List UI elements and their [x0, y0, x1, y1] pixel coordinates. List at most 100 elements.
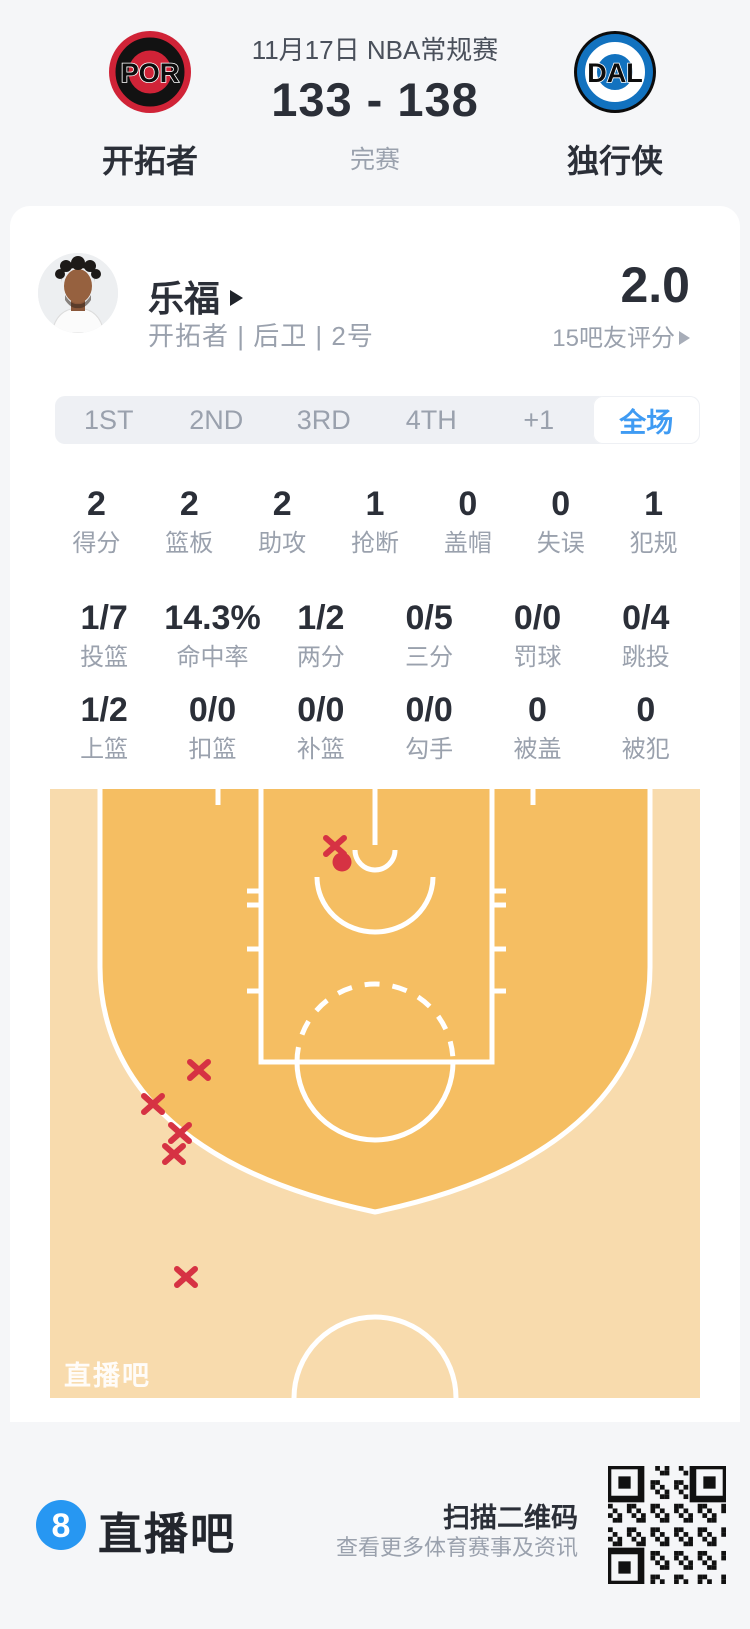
player-meta: 开拓者 | 后卫 | 2号 — [148, 321, 374, 351]
away-team-name[interactable]: 独行侠 — [566, 143, 663, 179]
stat-label: 犯规 — [629, 530, 678, 557]
home-team-name[interactable]: 开拓者 — [101, 143, 198, 179]
qr-title: 扫描二维码 — [443, 1503, 578, 1533]
shot-marks-layer — [141, 835, 352, 1288]
shot-miss-mark — [162, 1143, 186, 1165]
free-throw-circle-solid — [294, 1061, 456, 1143]
shot-miss-mark — [174, 1266, 198, 1288]
game-status: 完赛 — [349, 146, 400, 174]
stat-value: 14.3% — [164, 599, 261, 637]
qr-finder-pattern — [608, 1547, 645, 1584]
stat-value: 0/0 — [513, 599, 562, 637]
paint-lane — [258, 789, 495, 1065]
stat-label: 得分 — [72, 530, 121, 557]
stat-label: 罚球 — [513, 644, 562, 671]
player-detail-arrow-icon — [230, 290, 244, 306]
rating-count-label: 15吧友评分 — [552, 325, 675, 352]
restricted-area-arc — [314, 876, 436, 935]
stat-value: 2 — [86, 485, 106, 523]
stat-cell: 0 被犯 — [592, 688, 700, 766]
shot-miss-mark — [187, 1059, 211, 1081]
stat-cell: 0/0 扣篮 — [158, 688, 266, 766]
stat-label: 抢断 — [351, 530, 399, 557]
stat-cell: 1/2 两分 — [267, 596, 375, 674]
stat-cell: 1 抢断 — [329, 482, 422, 560]
stat-cell: 2 助攻 — [236, 482, 329, 560]
stat-value: 1/2 — [80, 691, 128, 729]
stat-cell: 0 盖帽 — [421, 482, 514, 560]
stat-cell: 0 被盖 — [483, 688, 591, 766]
stat-cell: 14.3% 命中率 — [158, 596, 266, 674]
shot-miss-mark — [168, 1122, 192, 1144]
stat-value: 0/4 — [622, 599, 670, 637]
player-rating: 2.0 — [620, 257, 690, 313]
home-team-logo-icon[interactable]: POR — [108, 30, 192, 114]
stat-cell: 0 失误 — [514, 482, 607, 560]
stat-label: 上篮 — [80, 736, 129, 763]
tab-full[interactable]: 全场 — [592, 396, 700, 444]
player-rating-link[interactable]: 15吧友评分 — [400, 318, 690, 353]
stat-label: 篮板 — [165, 530, 214, 557]
stat-label: 被盖 — [513, 736, 562, 763]
zhibo8-logo-icon: 8 — [36, 1500, 86, 1550]
stat-cell: 0/5 三分 — [375, 596, 483, 674]
stat-value: 0 — [528, 691, 547, 729]
center-circle-arc — [291, 1314, 459, 1398]
tab-3rd[interactable]: 3RD — [296, 404, 351, 435]
stat-cell: 0/4 跳投 — [592, 596, 700, 674]
court-inside-3pt-area — [100, 789, 650, 1212]
stat-value: 0/0 — [405, 691, 453, 729]
stats-row-shooting: 1/7 投篮 14.3% 命中率 1/2 两分 0/5 三分 0/0 罚球 0/4 跳投 — [0, 596, 750, 674]
home-team-abbr: POR — [121, 58, 180, 88]
stat-label: 助攻 — [258, 530, 307, 557]
stat-value: 0/5 — [405, 599, 453, 637]
stat-cell: 0/0 补篮 — [267, 688, 375, 766]
stat-value: 1 — [365, 485, 385, 523]
stats-row-detail: 1/2 上篮 0/0 扣篮 0/0 补篮 0/0 勾手 0 被盖 0 被犯 — [0, 688, 750, 766]
stats-row-basic: 2 得分 2 篮板 2 助攻 1 抢断 0 盖帽 0 失误 1 犯规 — [0, 482, 750, 560]
stat-value: 0 — [636, 691, 656, 729]
stat-value: 1/2 — [297, 599, 345, 637]
tab-ot[interactable]: +1 — [523, 404, 555, 435]
footer-brand: 直播吧 — [98, 1510, 236, 1559]
stat-label: 两分 — [296, 644, 345, 671]
stat-value: 0/0 — [188, 691, 237, 729]
court-lines — [97, 789, 653, 1398]
stat-value: 2 — [272, 485, 292, 523]
away-team-logo-icon[interactable]: DAL — [573, 30, 657, 114]
stat-value: 0/0 — [297, 691, 345, 729]
quarter-tab-bar: 1ST 2ND 3RD 4TH +1 全场 — [55, 396, 700, 444]
stat-cell: 0/0 勾手 — [375, 688, 483, 766]
player-avatar[interactable] — [38, 253, 118, 333]
shot-make-mark — [332, 852, 352, 872]
stat-value: 0 — [551, 485, 571, 523]
stat-label: 被犯 — [621, 736, 670, 763]
qr-code — [608, 1466, 726, 1584]
stat-value: 0 — [458, 485, 478, 523]
stat-label: 失误 — [536, 530, 585, 557]
stat-label: 勾手 — [405, 736, 454, 763]
shot-chart-court — [50, 789, 700, 1398]
tab-1st[interactable]: 1ST — [83, 404, 134, 435]
free-throw-circle-dashed — [294, 981, 456, 1063]
stat-label: 三分 — [405, 644, 454, 671]
qr-finder-pattern — [608, 1466, 645, 1503]
game-score: 133 - 138 — [271, 73, 479, 126]
stat-cell: 1/7 投篮 — [50, 596, 158, 674]
stat-cell: 2 篮板 — [143, 482, 236, 560]
away-team-abbr: DAL — [587, 58, 643, 88]
game-date-title: 11月17日 NBA常规赛 — [251, 35, 499, 65]
player-name: 乐福 — [148, 278, 221, 319]
qr-subtitle: 查看更多体育赛事及资讯 — [335, 1535, 578, 1560]
tab-2nd[interactable]: 2ND — [189, 404, 244, 435]
three-point-line — [97, 789, 653, 1215]
stat-label: 跳投 — [621, 644, 670, 671]
stat-value: 1 — [644, 485, 664, 523]
player-name-row[interactable]: 乐福 — [148, 270, 244, 322]
stat-cell: 1 犯规 — [607, 482, 700, 560]
rim-arc — [352, 849, 398, 873]
tab-4th[interactable]: 4TH — [405, 404, 457, 435]
shot-miss-mark — [141, 1093, 165, 1115]
stat-cell: 0/0 罚球 — [483, 596, 591, 674]
stat-cell: 2 得分 — [50, 482, 143, 560]
